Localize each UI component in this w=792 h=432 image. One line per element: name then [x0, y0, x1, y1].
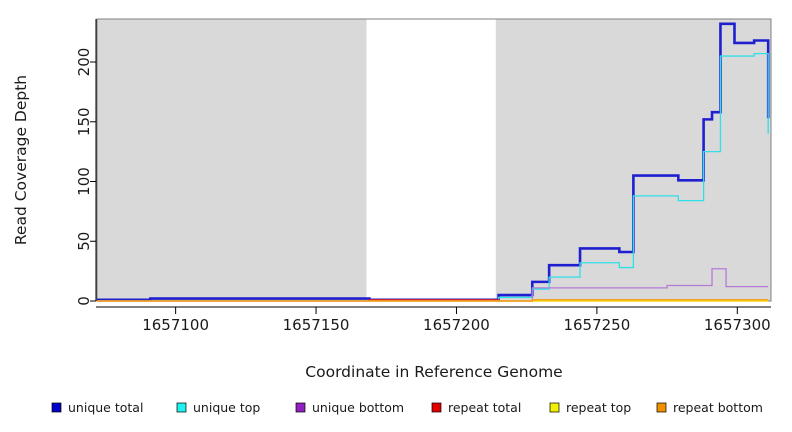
y-tick-label: 0 [75, 296, 93, 306]
x-axis: 1657100 1657150 1657200 1657250 1657300 [96, 306, 771, 334]
legend-label-unique-bottom: unique bottom [312, 400, 404, 415]
x-tick-label: 1657250 [563, 316, 630, 334]
y-tick-label: 200 [75, 48, 93, 77]
y-tick-label: 150 [75, 107, 93, 136]
chart-legend: unique total unique top unique bottom repea… [51, 400, 763, 415]
series-line-unique-bottom [97, 268, 769, 302]
x-axis-title: Coordinate in Reference Genome [305, 363, 562, 381]
legend-label-unique-top: unique top [193, 400, 260, 415]
legend-label-repeat-top: repeat top [566, 400, 631, 415]
repeat-region-left [97, 19, 367, 301]
series-lines [97, 22, 770, 302]
series-line-repeat-bottom [97, 299, 769, 302]
legend-swatch-repeat-total [431, 402, 442, 413]
legend-swatch-unique-total [51, 402, 62, 413]
unique-gap [366, 19, 496, 301]
legend-swatch-repeat-bottom [656, 402, 667, 413]
legend-swatch-repeat-top [549, 402, 560, 413]
x-tick-label: 1657100 [142, 316, 209, 334]
y-tick-label: 100 [75, 167, 93, 196]
panel-shaded-regions [97, 19, 771, 301]
x-tick-label: 1657150 [283, 316, 350, 334]
y-tick-label: 50 [75, 232, 93, 251]
legend-label-repeat-total: repeat total [448, 400, 521, 415]
legend-label-unique-total: unique total [68, 400, 143, 415]
y-axis: 0 50 100 150 200 [75, 19, 97, 306]
x-tick-label: 1657200 [423, 316, 490, 334]
legend-swatch-unique-top [176, 402, 187, 413]
legend-label-repeat-bottom: repeat bottom [673, 400, 763, 415]
legend-swatch-unique-bottom [295, 402, 306, 413]
y-axis-title: Read Coverage Depth [12, 75, 30, 245]
x-tick-label: 1657300 [704, 316, 771, 334]
